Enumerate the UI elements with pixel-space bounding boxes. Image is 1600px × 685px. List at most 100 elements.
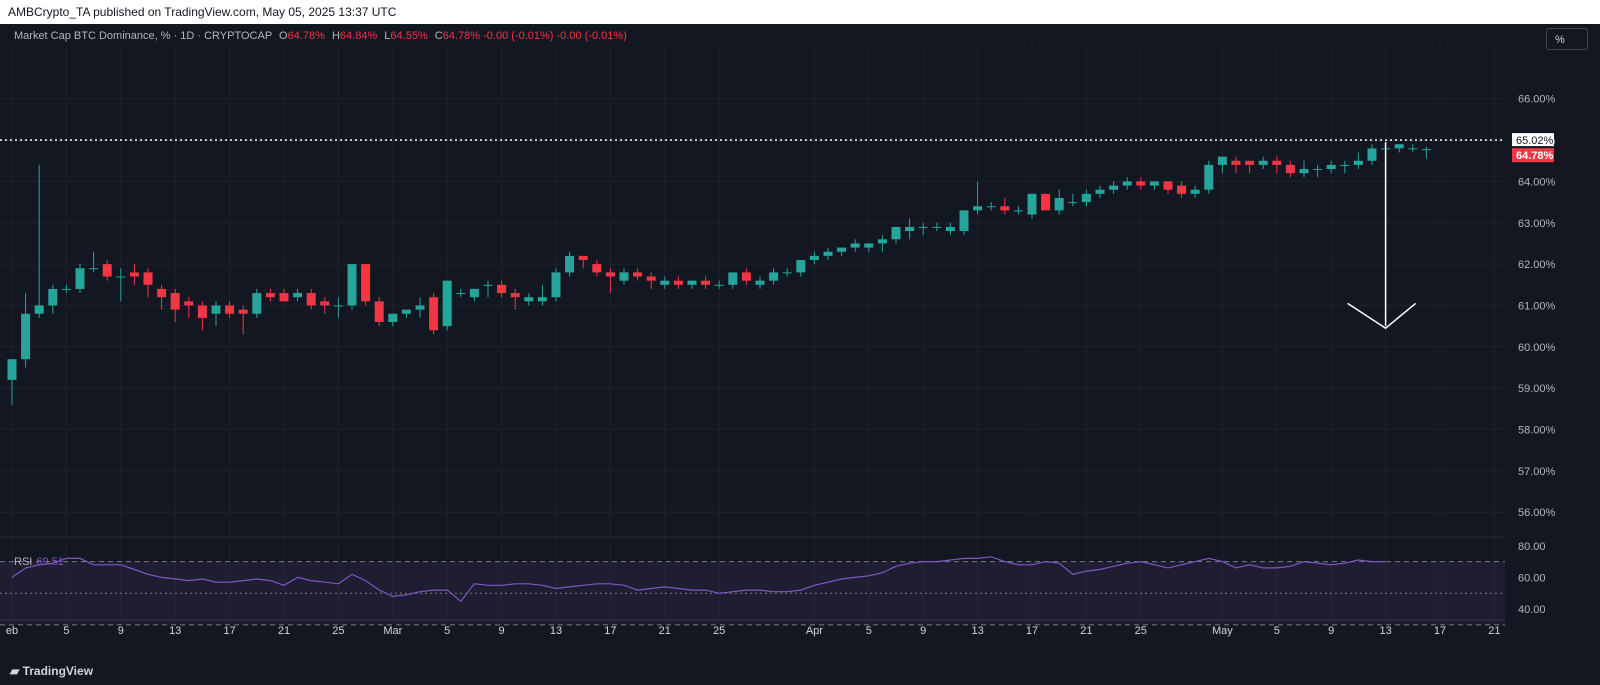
candle-body (1245, 160, 1255, 165)
x-tick-label: eb (6, 625, 18, 637)
candle (374, 297, 384, 327)
candle (1367, 144, 1377, 165)
x-tick-label: 25 (713, 625, 725, 637)
candle-body (429, 297, 439, 331)
candle (510, 288, 520, 310)
candle-body (605, 272, 615, 277)
candle (1013, 206, 1023, 215)
candle-body (755, 280, 765, 285)
candle-body (1068, 202, 1078, 204)
candle (483, 280, 493, 298)
rsi-line (11, 556, 1386, 603)
candle-body (1190, 189, 1200, 194)
candle (34, 164, 44, 318)
candle (238, 305, 248, 335)
candle (116, 268, 126, 302)
x-tick-label: 9 (499, 625, 505, 637)
candle-body (1217, 156, 1227, 165)
candle-body (1095, 189, 1105, 194)
candle (837, 247, 847, 256)
low-label: L (384, 30, 391, 42)
publisher-line: AMBCrypto_TA published on TradingView.co… (8, 5, 397, 19)
candle (1231, 156, 1241, 174)
candle (918, 222, 928, 236)
y-tick-label: 62.00% (1518, 259, 1556, 271)
level-price-label: 65.02% (1516, 135, 1554, 147)
candle-body (170, 293, 180, 310)
symbol-name: Market Cap BTC Dominance, % · 1D · CRYPT… (14, 30, 272, 42)
candle (21, 293, 31, 368)
close-label: C (434, 30, 443, 42)
rsi-panel (0, 556, 1505, 626)
y-tick-label: 59.00% (1518, 383, 1556, 395)
candle-body (959, 210, 969, 232)
candle (293, 288, 303, 302)
candle (61, 284, 71, 294)
level-price-tag (1512, 133, 1554, 147)
candle-body (388, 313, 398, 323)
x-tick-label: 25 (1135, 625, 1147, 637)
candle-body (320, 301, 330, 306)
brand-name: TradingView (22, 664, 94, 678)
candle-body (1299, 169, 1309, 174)
x-tick-label: 17 (604, 625, 616, 637)
x-tick-label: 5 (444, 625, 450, 637)
candle-body (116, 276, 126, 278)
candle (1027, 193, 1037, 219)
x-tick-label: 13 (971, 625, 983, 637)
candle-body (796, 259, 806, 273)
x-tick-label: 9 (118, 625, 124, 637)
candle-body (673, 280, 683, 285)
candle-body (1054, 197, 1064, 211)
candle-body (714, 284, 724, 286)
candle-body (524, 297, 534, 302)
candle-body (456, 293, 466, 295)
x-tick-label: 5 (63, 625, 69, 637)
open-label: O (279, 30, 288, 42)
candle (809, 251, 819, 265)
candle (1217, 156, 1227, 174)
down-arrow-head[interactable] (1347, 302, 1417, 330)
candle (1190, 185, 1200, 198)
candle (850, 239, 860, 252)
rsi-legend: RSI 69.51 (14, 556, 64, 568)
y-tick-label: 66.00% (1518, 94, 1556, 106)
chart-frame (0, 24, 1600, 685)
candle (184, 297, 194, 318)
candle-body (143, 272, 153, 285)
candle (905, 218, 915, 240)
x-tick-label: 13 (169, 625, 181, 637)
candle (1299, 160, 1309, 178)
candle-body (578, 255, 588, 260)
rsi-label: RSI (14, 556, 33, 568)
candle-body (1285, 164, 1295, 174)
candle-body (333, 305, 343, 307)
candle-body (1313, 169, 1323, 171)
candle (605, 268, 615, 294)
candle (1000, 197, 1010, 215)
candle (945, 222, 955, 236)
candle-body (633, 272, 643, 277)
candle-body (864, 243, 874, 248)
candle-body (265, 293, 275, 298)
rsi-y-tick-label: 40.00 (1518, 604, 1546, 616)
candle-body (565, 255, 575, 273)
percent-scale-button[interactable]: % (1546, 28, 1588, 50)
candle-body (497, 284, 507, 294)
candle-body (891, 226, 901, 240)
candle (252, 288, 262, 318)
candle (973, 181, 983, 215)
symbol-legend: Market Cap BTC Dominance, % · 1D · CRYPT… (14, 30, 627, 42)
candle (932, 222, 942, 232)
candle (497, 280, 507, 298)
time-axis[interactable]: eb 5 9 13 17 21 25 Mar 5 9 13 17 21 25 Apr 5 9 13 17 21 25 Ma… (6, 625, 1501, 637)
candle-body (1013, 210, 1023, 212)
price-axis[interactable]: 66.00%65.00%64.00%63.00%62.00%61.00%60.0… (1505, 24, 1600, 660)
candle-body (75, 268, 85, 289)
x-tick-label: 21 (659, 625, 671, 637)
current-price-tag (1512, 148, 1554, 163)
candle (782, 268, 792, 277)
candle-body (306, 293, 316, 306)
tradingview-logo[interactable]: ▰ TradingView (10, 664, 93, 678)
